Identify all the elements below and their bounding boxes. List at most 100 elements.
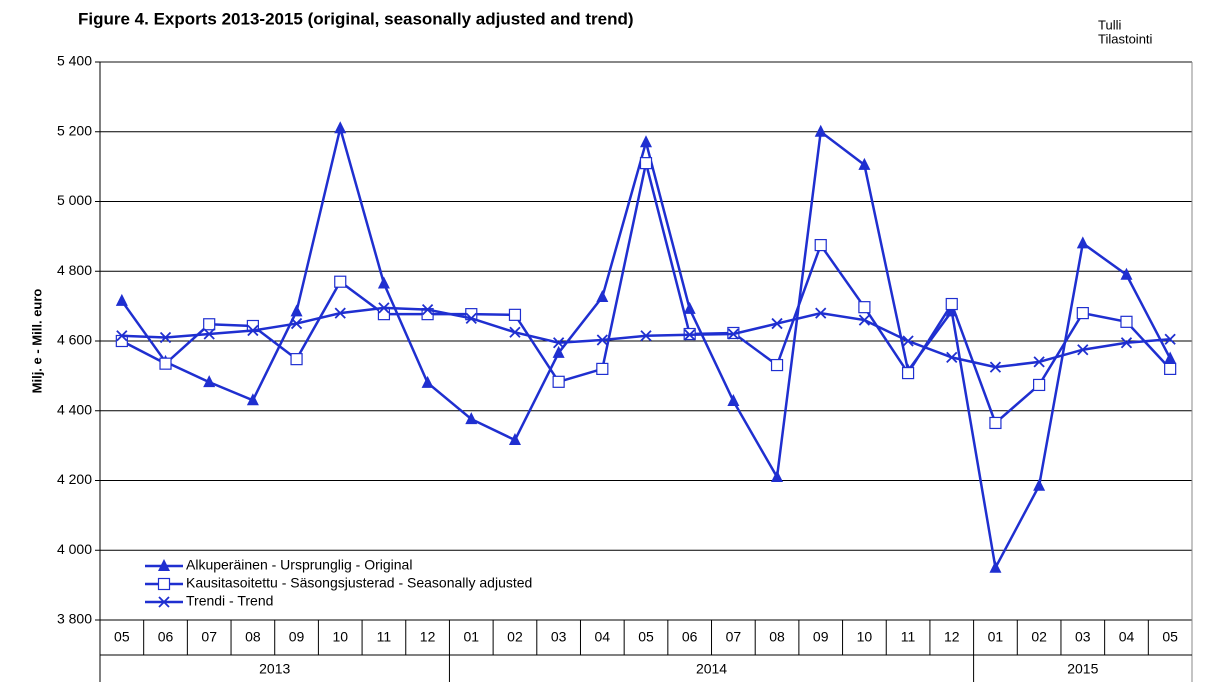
x-tick-label: 07 <box>201 629 217 645</box>
marker <box>770 358 784 372</box>
marker <box>334 121 347 134</box>
marker <box>1164 362 1177 375</box>
x-tick-label: 08 <box>245 629 261 645</box>
x-tick-label: 03 <box>551 629 567 645</box>
x-tick-label: 08 <box>769 629 785 645</box>
marker <box>377 276 390 289</box>
marker <box>247 324 259 337</box>
marker <box>596 362 609 375</box>
x-tick-label: 06 <box>682 629 698 645</box>
x-tick-label: 04 <box>595 629 611 645</box>
marker <box>1076 236 1089 249</box>
x-tick-label: 09 <box>289 629 305 645</box>
marker <box>115 293 128 306</box>
marker <box>596 290 609 303</box>
x-tick-label: 12 <box>944 629 960 645</box>
marker <box>1033 478 1046 491</box>
marker <box>465 308 478 321</box>
source: Tulli <box>1098 17 1121 32</box>
marker <box>814 238 827 252</box>
marker <box>1077 344 1089 356</box>
legend-label: Alkuperäinen - Ursprunglig - Original <box>186 557 412 573</box>
legend-marker <box>158 559 170 571</box>
marker <box>684 329 696 341</box>
marker <box>552 375 565 388</box>
marker <box>334 307 346 319</box>
marker <box>858 314 871 326</box>
marker <box>1164 351 1177 364</box>
line <box>121 306 1171 369</box>
marker <box>334 275 347 288</box>
marker <box>246 393 259 406</box>
x-tick-label: 01 <box>988 629 1004 645</box>
marker <box>1120 267 1133 280</box>
marker <box>858 157 871 170</box>
marker <box>901 366 915 380</box>
marker <box>465 312 477 324</box>
y-axis-label: Milj. e - Mill. euro <box>29 289 44 394</box>
y-tick-label: 3 800 <box>57 611 92 627</box>
group-label: 2015 <box>1067 661 1098 677</box>
marker <box>553 337 565 349</box>
x-tick-label: 03 <box>1075 629 1091 645</box>
marker <box>508 433 521 446</box>
marker <box>771 470 784 483</box>
marker <box>640 135 652 148</box>
x-tick-label: 09 <box>813 629 829 645</box>
marker <box>727 393 740 406</box>
marker <box>814 124 827 137</box>
y-tick-label: 4 200 <box>57 471 92 487</box>
marker <box>902 335 914 347</box>
line <box>121 162 1172 426</box>
x-tick-label: 06 <box>158 629 174 645</box>
x-tick-label: 02 <box>507 629 523 645</box>
line <box>120 123 1172 572</box>
y-tick-label: 4 600 <box>57 332 92 348</box>
legend-label: Trendi - Trend <box>186 593 273 609</box>
marker <box>203 375 216 388</box>
marker <box>639 157 653 170</box>
marker <box>1076 307 1089 320</box>
marker <box>377 308 391 321</box>
marker <box>159 357 172 370</box>
marker <box>640 330 652 342</box>
x-tick-label: 02 <box>1031 629 1047 645</box>
marker <box>1033 378 1046 392</box>
legend-label: Kausitasoitettu - Säsongsjusterad - Seas… <box>186 575 532 591</box>
y-tick-label: 4 800 <box>57 262 92 278</box>
marker <box>771 317 783 330</box>
marker <box>290 353 303 366</box>
source: Tilastointi <box>1098 31 1153 46</box>
marker <box>858 301 871 314</box>
group-label: 2014 <box>696 661 727 677</box>
marker <box>1164 333 1176 345</box>
marker <box>509 326 521 338</box>
y-tick-label: 5 200 <box>57 122 92 138</box>
marker <box>552 345 565 358</box>
marker <box>159 331 172 344</box>
marker <box>727 328 739 340</box>
marker <box>1120 337 1133 349</box>
marker <box>989 560 1002 573</box>
marker <box>203 318 216 331</box>
marker <box>989 361 1002 373</box>
x-tick-label: 01 <box>463 629 479 645</box>
y-tick-label: 5 000 <box>57 192 92 208</box>
marker <box>946 351 958 364</box>
marker <box>290 304 303 317</box>
x-tick-label: 11 <box>377 629 392 645</box>
marker <box>815 307 827 319</box>
y-tick-label: 4 000 <box>57 541 92 557</box>
legend-marker <box>157 577 171 591</box>
marker <box>989 416 1002 430</box>
x-tick-label: 05 <box>638 629 654 645</box>
marker <box>683 301 696 314</box>
x-tick-label: 07 <box>726 629 742 645</box>
marker <box>945 297 958 311</box>
legend-marker <box>158 596 170 608</box>
x-tick-label: 04 <box>1119 629 1135 645</box>
marker <box>421 375 434 388</box>
marker <box>596 334 608 346</box>
marker <box>290 317 303 330</box>
